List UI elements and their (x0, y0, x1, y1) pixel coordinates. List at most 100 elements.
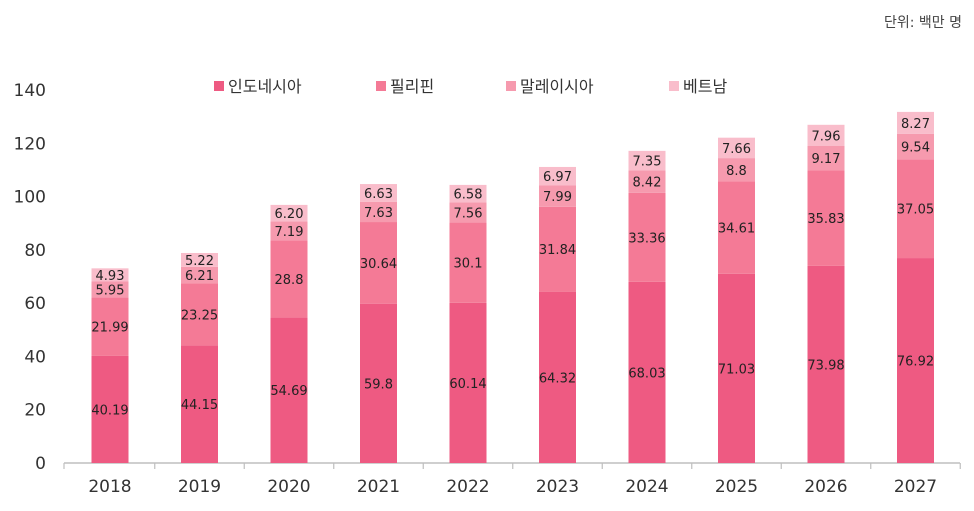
bar-segment (181, 252, 218, 267)
data-label: 23.25 (181, 308, 218, 323)
bar-segment (91, 268, 129, 282)
bar-segment (807, 170, 845, 266)
bar-segment (360, 303, 397, 463)
data-label: 7.96 (812, 129, 841, 144)
y-tick-label: 20 (24, 401, 46, 421)
bar-segment (628, 192, 666, 282)
bar-segment (449, 302, 487, 463)
bar-segment (807, 146, 845, 171)
bar-segment (807, 124, 845, 147)
bar-segment (270, 317, 308, 463)
x-tick-label: 2020 (267, 477, 310, 497)
bar-segment (718, 181, 755, 274)
data-label: 21.99 (91, 321, 128, 336)
bar-segment (628, 170, 666, 193)
data-label: 6.63 (364, 187, 393, 202)
bar-segment (897, 111, 934, 134)
bar-segment (897, 133, 934, 160)
bar-segment (91, 281, 129, 298)
data-label: 37.05 (897, 203, 934, 218)
bar-segment (270, 221, 308, 241)
data-label: 68.03 (628, 366, 665, 381)
data-label: 6.20 (275, 207, 304, 222)
data-label: 9.54 (901, 141, 930, 156)
data-label: 59.8 (364, 377, 393, 392)
data-label: 7.56 (454, 207, 483, 222)
y-tick-label: 0 (35, 454, 46, 474)
data-label: 31.84 (539, 243, 576, 258)
bar-segment (181, 345, 218, 463)
data-label: 35.83 (807, 212, 844, 227)
data-label: 7.35 (633, 155, 662, 170)
bar-segment (718, 273, 755, 463)
bar-segment (539, 166, 576, 186)
x-tick-label: 2023 (536, 477, 579, 497)
x-tick-label: 2024 (625, 477, 668, 497)
data-label: 7.66 (722, 142, 751, 157)
legend-swatch (214, 81, 224, 91)
bar-segment (91, 355, 129, 463)
data-label: 28.8 (275, 273, 304, 288)
legend-label: 인도네시아 (228, 77, 302, 96)
x-tick-label: 2025 (715, 477, 758, 497)
bar-segment (628, 281, 666, 463)
bar-segment (897, 258, 934, 463)
bar-segment (270, 240, 308, 318)
y-tick-label: 140 (14, 81, 46, 101)
y-tick-label: 60 (24, 294, 46, 314)
legend-label: 베트남 (683, 77, 727, 96)
data-label: 34.61 (718, 222, 755, 237)
bar-segment (449, 202, 487, 223)
data-label: 30.64 (360, 257, 397, 272)
x-tick-label: 2026 (804, 477, 847, 497)
bar-segment (360, 222, 397, 304)
data-label: 71.03 (718, 362, 755, 377)
x-tick-label: 2022 (446, 477, 489, 497)
bar-segment (270, 204, 308, 222)
data-label: 5.22 (185, 254, 214, 269)
data-label: 4.93 (96, 269, 125, 284)
data-label: 5.95 (96, 283, 125, 298)
bar-segment (539, 206, 576, 292)
bar-segment (360, 201, 397, 223)
data-label: 54.69 (270, 384, 307, 399)
x-tick-label: 2021 (357, 477, 400, 497)
bar-segment (91, 297, 129, 356)
data-label: 7.19 (275, 225, 304, 240)
bar-segment (539, 185, 576, 207)
legend-swatch (669, 81, 679, 91)
data-label: 7.63 (364, 206, 393, 221)
data-label: 40.19 (91, 403, 128, 418)
data-label: 44.15 (181, 398, 218, 413)
data-label: 6.21 (185, 269, 214, 284)
data-label: 8.27 (901, 117, 930, 132)
legend-swatch (506, 81, 516, 91)
data-label: 8.8 (726, 164, 747, 179)
bar-segment (449, 222, 487, 303)
x-tick-label: 2019 (178, 477, 221, 497)
data-label: 6.97 (543, 170, 572, 185)
data-label: 7.99 (543, 190, 572, 205)
legend-label: 필리핀 (390, 77, 434, 96)
bar-segment (449, 184, 487, 203)
data-label: 8.42 (633, 176, 662, 191)
data-label: 64.32 (539, 371, 576, 386)
data-label: 76.92 (897, 355, 934, 370)
legend-label: 말레이시아 (520, 77, 594, 96)
data-label: 30.1 (454, 257, 483, 272)
bar-segment (539, 291, 576, 463)
x-tick-label: 2018 (88, 477, 131, 497)
data-label: 6.58 (454, 188, 483, 203)
bar-segment (807, 265, 845, 463)
bar-segment (360, 184, 397, 202)
y-tick-label: 40 (24, 347, 46, 367)
bar-segment (628, 150, 666, 171)
bar-segment (181, 266, 218, 284)
bar-segment (718, 137, 755, 159)
data-label: 9.17 (812, 152, 841, 167)
bar-segment (897, 159, 934, 259)
y-tick-label: 100 (14, 188, 46, 208)
data-label: 33.36 (628, 231, 665, 246)
legend-swatch (376, 81, 386, 91)
